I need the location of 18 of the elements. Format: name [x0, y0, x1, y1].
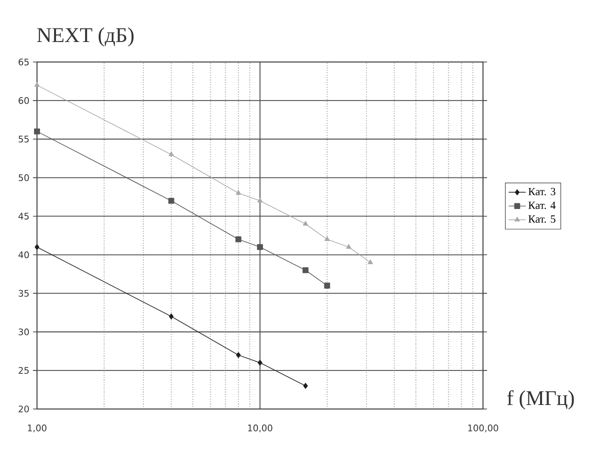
legend-label: Кат. 4 — [528, 202, 556, 210]
y-tick-label: 35 — [18, 290, 29, 297]
y-tick-label: 20 — [18, 406, 29, 412]
y-tick-label: 30 — [18, 328, 29, 336]
y-tick-label: 25 — [18, 367, 29, 374]
y-axis-title: NEXT (дБ) — [37, 27, 134, 46]
x-tick-label: 10,00 — [248, 424, 272, 432]
y-tick-label: 60 — [18, 97, 29, 104]
y-tick-label: 55 — [18, 136, 29, 142]
x-tick-label: 1,00 — [28, 424, 46, 432]
y-tick-label: 50 — [18, 174, 29, 182]
legend-label: Кат. 3 — [528, 188, 556, 196]
y-tick-label: 65 — [18, 58, 29, 66]
x-axis-title: f (МГц) — [507, 390, 574, 410]
y-tick-label: 40 — [18, 251, 29, 258]
legend-label: Кат. 5 — [528, 215, 556, 223]
x-tick-label: 100,00 — [468, 424, 498, 432]
y-tick-label: 45 — [18, 212, 29, 220]
